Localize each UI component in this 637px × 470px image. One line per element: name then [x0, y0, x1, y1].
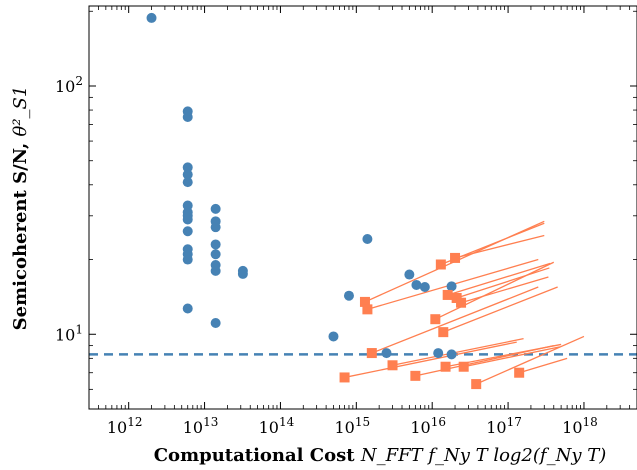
- data-point-circle: [419, 282, 430, 293]
- data-point-circle: [210, 222, 221, 233]
- data-point-square: [410, 370, 421, 381]
- trend-line: [475, 335, 585, 385]
- y-axis-label: Semicoherent S/N, θ²_S1: [10, 86, 31, 331]
- plot-frame: [88, 5, 637, 410]
- x-tick-label: 1015: [334, 415, 370, 437]
- data-point-square: [339, 372, 350, 383]
- data-point-circle: [182, 169, 193, 180]
- data-point-square: [430, 314, 441, 325]
- data-point-circle: [328, 331, 339, 342]
- data-point-square: [458, 361, 469, 372]
- trend-line: [344, 341, 517, 379]
- trend-line: [371, 286, 539, 354]
- data-point-circle: [182, 162, 193, 173]
- data-point-square: [438, 327, 449, 338]
- data-point-square: [387, 360, 398, 371]
- data-point-circle: [446, 281, 457, 292]
- data-point-square: [435, 259, 446, 270]
- data-point-circle: [182, 177, 193, 188]
- data-point-square: [450, 252, 461, 263]
- data-point-circle: [210, 239, 221, 250]
- data-point-circle: [446, 349, 457, 360]
- trend-line: [518, 357, 568, 374]
- x-axis-label: Computational Cost N_FFT f_Ny T log2(f_N…: [154, 445, 607, 466]
- trend-line: [460, 276, 549, 304]
- trend-line: [435, 261, 555, 320]
- x-tick-label: 1016: [410, 415, 446, 437]
- data-point-circle: [182, 214, 193, 225]
- data-point-circle: [182, 226, 193, 237]
- data-point-circle: [362, 233, 373, 244]
- data-point-circle: [381, 348, 392, 359]
- trend-line: [463, 346, 560, 368]
- trend-line: [456, 267, 550, 299]
- data-point-circle: [210, 318, 221, 329]
- data-point-circle: [210, 203, 221, 214]
- x-tick-label: 1017: [486, 415, 522, 437]
- trend-line: [447, 262, 551, 296]
- x-tick-label: 1018: [562, 415, 598, 437]
- data-point-square: [442, 289, 453, 300]
- data-point-circle: [182, 303, 193, 314]
- data-point-square: [362, 304, 373, 315]
- data-point-square: [440, 361, 451, 372]
- data-point-circle: [237, 268, 248, 279]
- x-tick-label: 1013: [183, 415, 219, 437]
- data-point-circle: [182, 112, 193, 123]
- data-point-circle: [404, 269, 415, 280]
- data-point-circle: [210, 265, 221, 276]
- data-point-square: [366, 348, 377, 359]
- data-point-circle: [433, 348, 444, 359]
- data-point-square: [359, 296, 370, 307]
- plot-background: [89, 6, 637, 409]
- x-tick-label: 1012: [107, 415, 143, 437]
- data-point-circle: [210, 249, 221, 260]
- trend-line: [392, 338, 524, 366]
- y-tick-label: 101: [55, 322, 83, 344]
- data-point-square: [514, 367, 525, 378]
- data-point-circle: [182, 254, 193, 265]
- data-point-square: [471, 379, 482, 390]
- trend-line: [454, 234, 545, 259]
- data-point-circle: [411, 279, 422, 290]
- trend-line: [443, 286, 558, 333]
- y-tick-label: 102: [55, 74, 83, 96]
- data-point-square: [456, 297, 467, 308]
- data-point-circle: [343, 290, 354, 301]
- data-point-circle: [146, 12, 157, 23]
- x-tick-label: 1014: [259, 415, 295, 437]
